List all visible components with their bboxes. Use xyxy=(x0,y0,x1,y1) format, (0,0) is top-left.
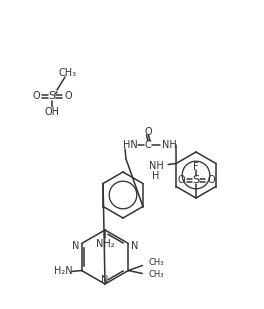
Text: S: S xyxy=(48,91,55,101)
Text: O: O xyxy=(177,175,185,185)
Text: O: O xyxy=(32,91,40,101)
Text: CH₃: CH₃ xyxy=(148,258,164,267)
Text: CH₃: CH₃ xyxy=(148,270,164,279)
Text: C: C xyxy=(145,140,151,150)
Text: O: O xyxy=(64,91,72,101)
Text: HN: HN xyxy=(122,140,137,150)
Text: H: H xyxy=(152,171,160,180)
Text: O: O xyxy=(144,127,152,137)
Text: NH: NH xyxy=(162,140,176,150)
Text: S: S xyxy=(192,175,200,185)
Text: NH: NH xyxy=(149,160,163,171)
Text: H₂N: H₂N xyxy=(54,265,73,276)
Text: N: N xyxy=(101,275,109,285)
Text: OH: OH xyxy=(45,107,59,117)
Text: N: N xyxy=(72,240,79,251)
Text: N: N xyxy=(131,240,138,251)
Text: NH₂: NH₂ xyxy=(96,239,114,249)
Text: O: O xyxy=(207,175,215,185)
Text: F: F xyxy=(193,162,199,172)
Text: CH₃: CH₃ xyxy=(59,68,77,78)
